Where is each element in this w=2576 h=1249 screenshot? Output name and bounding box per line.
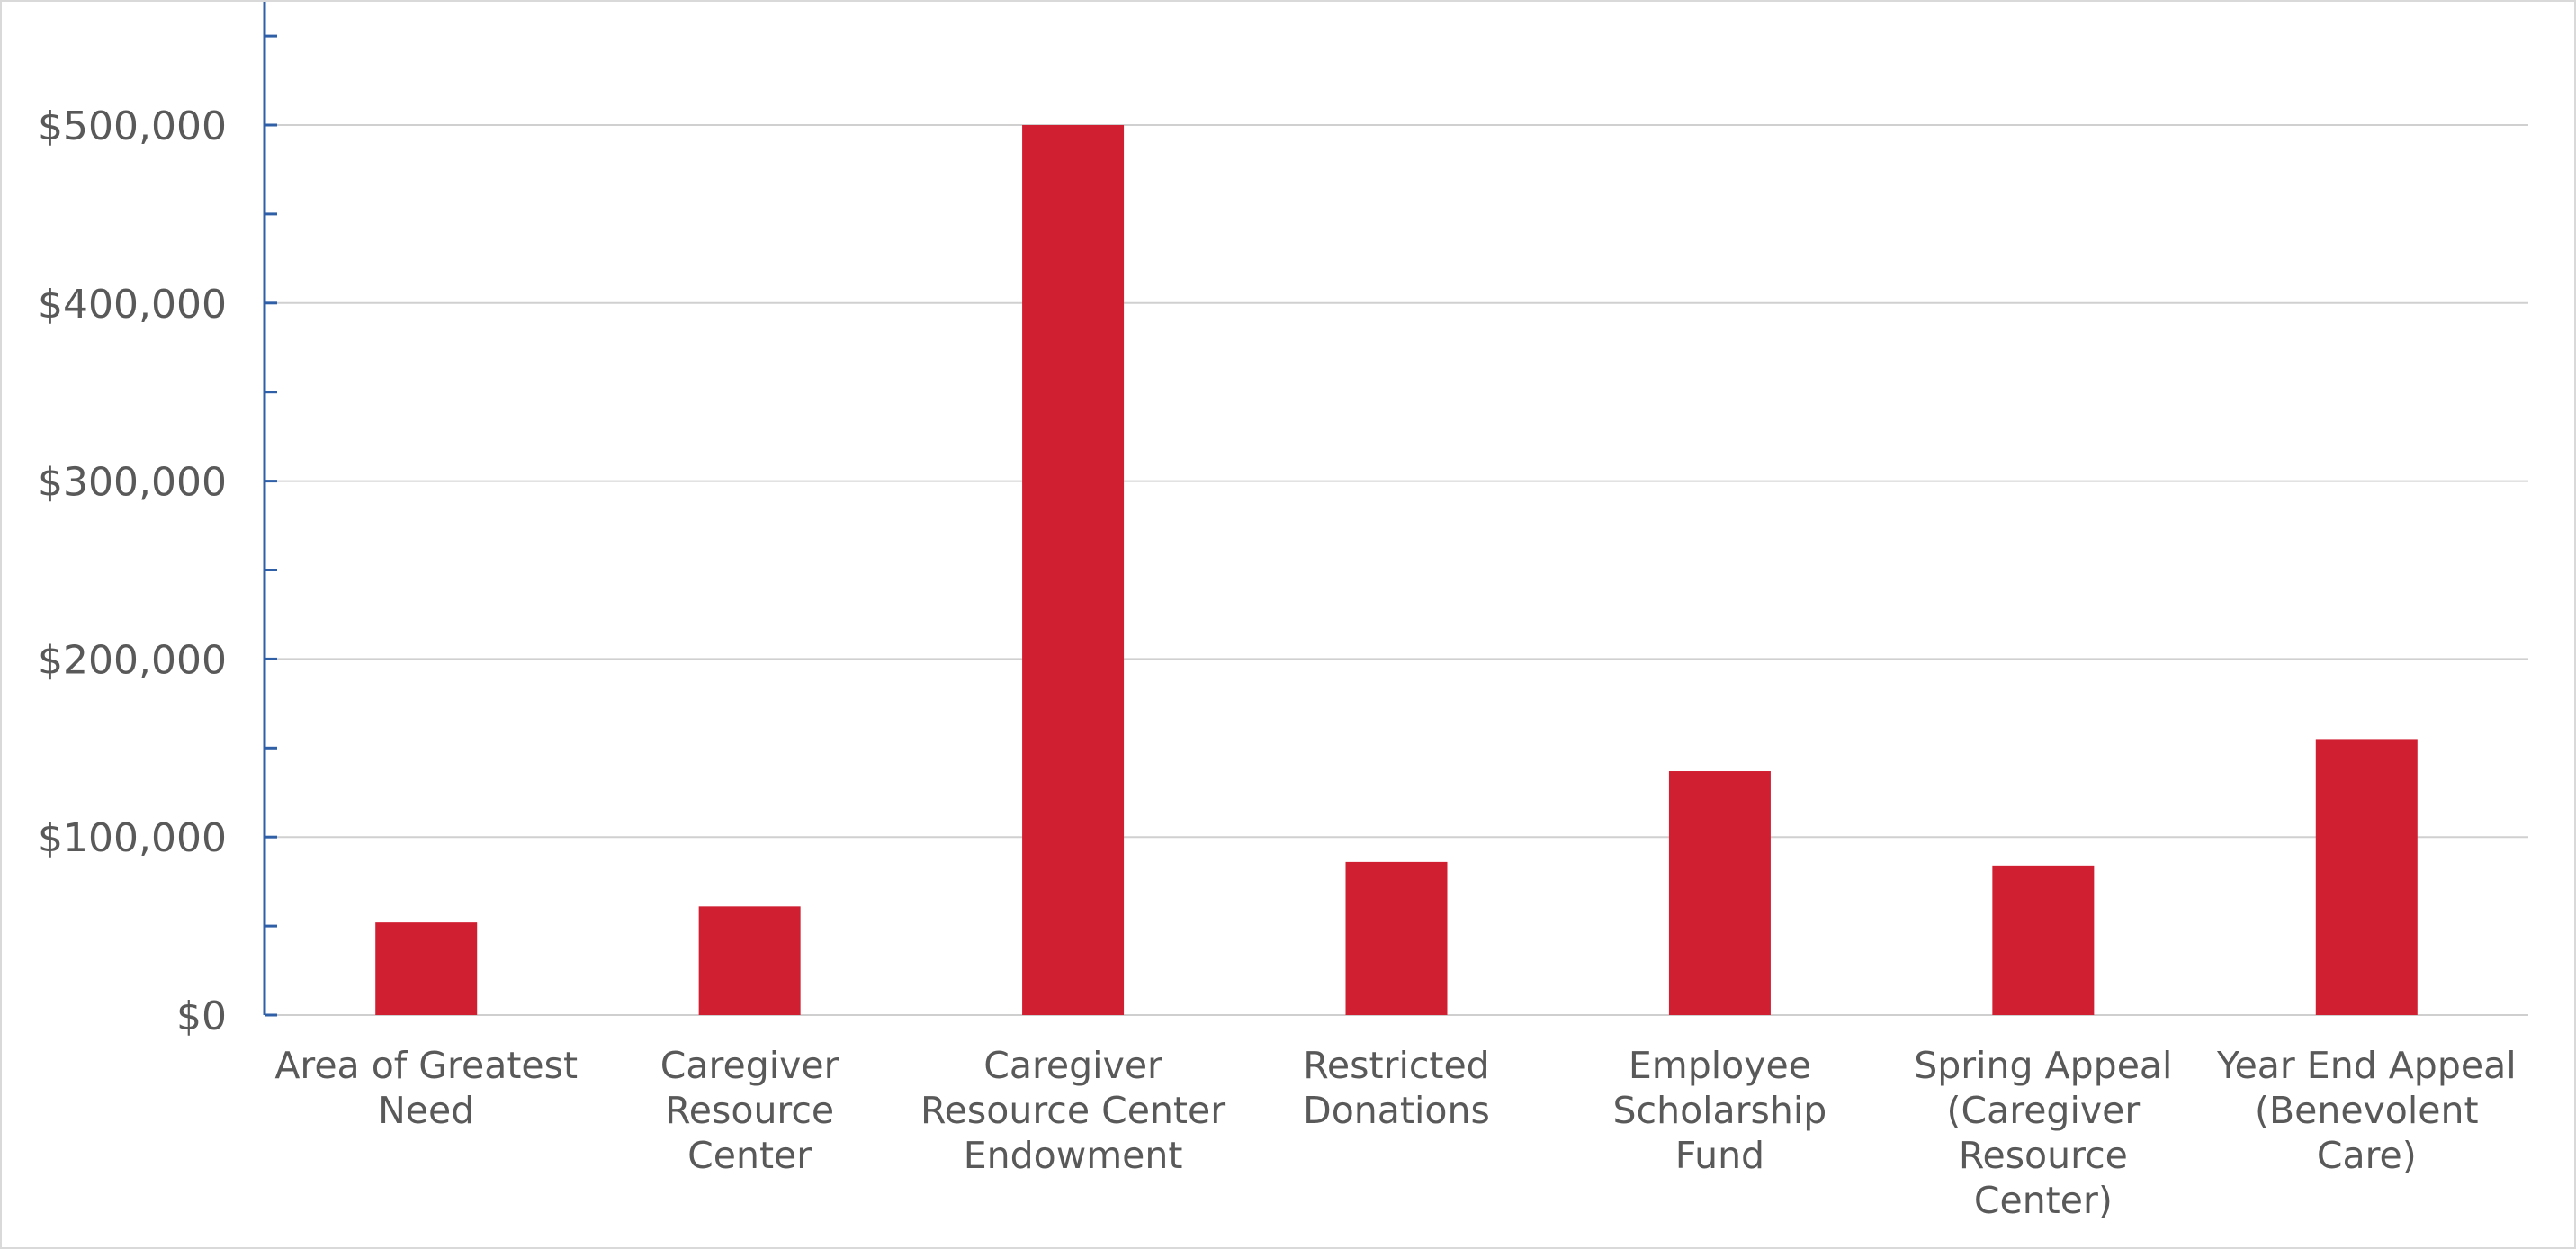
x-tick-label-line: Resource Center — [920, 1089, 1225, 1132]
bar — [1992, 865, 2095, 1015]
x-tick-label-line: Spring Appeal — [1914, 1044, 2172, 1087]
x-tick-label-line: Restricted — [1303, 1044, 1489, 1087]
y-tick-label: $400,000 — [38, 282, 227, 328]
x-tick-label: Caregiver Resource Center — [660, 1044, 839, 1177]
bar — [1022, 125, 1125, 1015]
x-tick-label: Area of Greatest Need — [274, 1044, 578, 1132]
x-tick-label-line: Care) — [2317, 1134, 2417, 1177]
x-tick-label: Employee Scholarship Fund — [1613, 1044, 1827, 1177]
x-tick-label: Restricted Donations — [1303, 1044, 1490, 1132]
x-tick-label-line: Donations — [1303, 1089, 1490, 1132]
x-tick-label-line: Center) — [1974, 1179, 2113, 1222]
x-tick-label-line: Endowment — [964, 1134, 1183, 1177]
bar — [698, 906, 801, 1015]
x-tick-label: Year End Appeal (Benevolent Care) — [2216, 1044, 2517, 1177]
x-tick-label-line: Scholarship — [1613, 1089, 1827, 1132]
x-tick-label-line: (Benevolent — [2255, 1089, 2479, 1132]
bar — [2315, 739, 2418, 1015]
x-tick-label: Caregiver Resource Center Endowment — [920, 1044, 1225, 1177]
x-tick-label-line: Fund — [1675, 1134, 1764, 1177]
x-tick-label-line: (Caregiver — [1947, 1089, 2141, 1132]
y-tick-label: $200,000 — [38, 637, 227, 683]
y-tick-label: $100,000 — [38, 815, 227, 861]
y-tick-label: $0 — [176, 993, 227, 1039]
y-tick-label: $300,000 — [38, 460, 227, 506]
y-tick-label: $500,000 — [38, 103, 227, 149]
x-tick-label-line: Resource — [665, 1089, 834, 1132]
x-tick-label-line: Caregiver — [660, 1044, 839, 1087]
x-tick-label-line: Resource — [1959, 1134, 2128, 1177]
x-tick-label: Spring Appeal (Caregiver Resource Center) — [1914, 1044, 2172, 1222]
x-tick-label-line: Year End Appeal — [2216, 1044, 2517, 1087]
x-tick-label-line: Caregiver — [983, 1044, 1162, 1087]
bar — [1345, 861, 1448, 1015]
x-tick-label-line: Area of Greatest — [274, 1044, 578, 1087]
x-tick-label-line: Center — [687, 1134, 812, 1177]
x-tick-label-line: Employee — [1629, 1044, 1811, 1087]
bar — [1668, 771, 1771, 1015]
x-tick-label-line: Need — [378, 1089, 474, 1132]
bar — [375, 922, 478, 1015]
